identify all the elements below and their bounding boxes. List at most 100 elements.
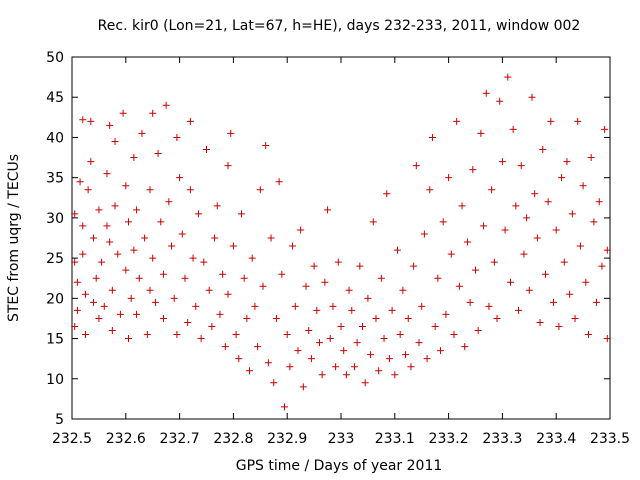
x-tick-label: 232.7 xyxy=(160,431,200,447)
data-point xyxy=(533,234,541,242)
data-point xyxy=(189,254,197,262)
data-point xyxy=(512,202,520,210)
data-point xyxy=(124,335,132,343)
x-tick-label: 233.1 xyxy=(375,431,415,447)
data-point xyxy=(106,121,114,129)
data-point xyxy=(154,150,162,158)
data-point xyxy=(122,266,130,274)
data-point xyxy=(138,129,146,137)
data-point xyxy=(544,198,552,206)
data-point xyxy=(116,310,124,318)
data-point xyxy=(493,314,501,322)
data-point xyxy=(396,331,404,339)
data-point xyxy=(227,129,235,137)
data-point xyxy=(108,327,116,335)
data-point xyxy=(348,306,356,314)
data-point xyxy=(159,314,167,322)
data-point xyxy=(342,371,350,379)
data-point xyxy=(453,117,461,125)
data-point xyxy=(173,331,181,339)
data-point xyxy=(345,286,353,294)
x-tick-label: 232.9 xyxy=(267,431,307,447)
y-tick-label: 10 xyxy=(46,372,64,388)
data-point xyxy=(194,210,202,218)
x-axis-label: GPS time / Days of year 2011 xyxy=(236,458,443,474)
x-tick-label: 233.3 xyxy=(482,431,522,447)
data-point xyxy=(472,266,479,274)
data-point xyxy=(437,347,445,355)
data-point xyxy=(103,222,111,230)
data-point xyxy=(87,158,95,166)
data-point xyxy=(442,310,450,318)
data-point xyxy=(294,347,302,355)
data-point xyxy=(71,322,79,330)
data-point xyxy=(520,250,528,258)
data-point xyxy=(385,355,393,363)
data-point xyxy=(523,214,531,222)
data-point xyxy=(506,278,514,286)
data-point xyxy=(95,314,103,322)
chart-title: Rec. kir0 (Lon=21, Lat=67, h=HE), days 2… xyxy=(98,18,581,34)
data-point xyxy=(224,290,232,298)
y-tick-label: 5 xyxy=(55,412,64,428)
data-point xyxy=(584,331,592,339)
data-point xyxy=(582,278,590,286)
data-point xyxy=(356,262,364,270)
data-point xyxy=(536,318,544,326)
data-point xyxy=(262,141,270,149)
data-point xyxy=(278,270,286,278)
data-point xyxy=(149,109,157,117)
data-point xyxy=(272,314,280,322)
data-point xyxy=(289,242,297,250)
data-point xyxy=(186,186,194,194)
data-point xyxy=(143,331,151,339)
data-point xyxy=(496,97,504,105)
data-point xyxy=(243,314,251,322)
data-point xyxy=(321,278,329,286)
data-point xyxy=(541,270,549,278)
data-point xyxy=(186,117,194,125)
data-point xyxy=(469,166,477,174)
y-tick-label: 40 xyxy=(46,130,64,146)
data-point xyxy=(517,162,525,170)
data-point xyxy=(515,306,523,314)
data-point xyxy=(603,335,611,343)
data-point xyxy=(318,371,326,379)
data-point xyxy=(477,129,485,137)
data-point xyxy=(391,371,399,379)
data-point xyxy=(595,198,603,206)
data-point xyxy=(270,379,278,387)
data-point xyxy=(490,258,498,266)
data-point xyxy=(286,363,294,371)
data-point xyxy=(176,174,184,182)
data-point xyxy=(504,73,512,81)
data-point xyxy=(485,302,493,310)
data-point xyxy=(313,306,321,314)
data-point xyxy=(334,258,342,266)
data-point xyxy=(560,258,568,266)
data-point xyxy=(240,274,248,282)
data-point xyxy=(482,89,490,97)
data-point xyxy=(181,274,189,282)
y-axis: 5 10 15 20 25 30 35 40 45 50 xyxy=(46,50,610,428)
data-point xyxy=(283,331,291,339)
data-point xyxy=(353,339,361,347)
data-point xyxy=(447,250,455,258)
data-point xyxy=(98,258,106,266)
data-point xyxy=(213,202,221,210)
data-point xyxy=(501,226,509,234)
data-point xyxy=(593,298,601,306)
data-point xyxy=(71,258,79,266)
data-point xyxy=(590,218,598,226)
data-point xyxy=(200,258,208,266)
data-point xyxy=(383,190,391,198)
data-point xyxy=(329,302,337,310)
data-point xyxy=(275,178,283,186)
data-point xyxy=(587,154,595,162)
data-point xyxy=(299,383,307,391)
data-point xyxy=(267,234,275,242)
data-point xyxy=(256,186,264,194)
data-point xyxy=(439,218,447,226)
data-point xyxy=(539,146,547,154)
data-point xyxy=(251,302,259,310)
